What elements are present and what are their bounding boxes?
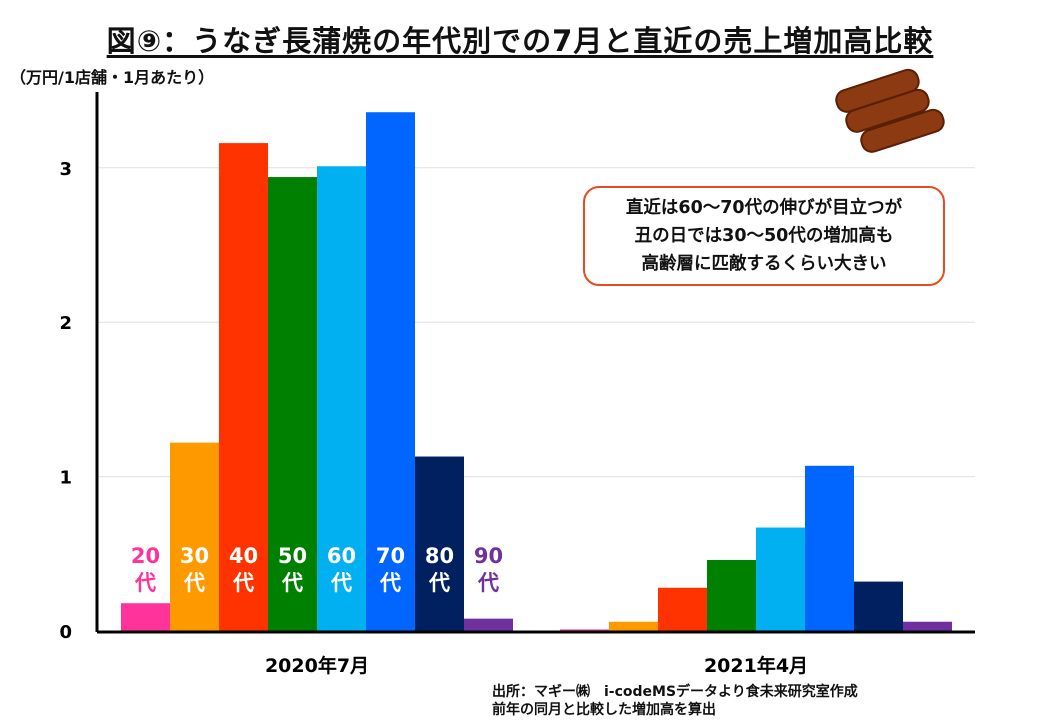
bar-90代 — [903, 621, 952, 631]
bar-70代 — [805, 465, 854, 631]
source-note: 出所：マギー㈱ i-codeMSデータより食未来研究室作成 前年の同月と比較した… — [492, 683, 858, 719]
bar-50代 — [268, 177, 317, 631]
annotation-line: 高齢層に匹敵するくらい大きい — [641, 254, 887, 274]
series-label: 代 — [379, 571, 401, 595]
series-label: 代 — [134, 571, 156, 595]
bar-80代 — [415, 456, 464, 631]
series-label: 代 — [330, 571, 352, 595]
series-label: 90 — [474, 544, 503, 568]
series-label: 50 — [278, 544, 307, 568]
series-label: 80 — [425, 544, 454, 568]
y-tick-label: 3 — [59, 159, 72, 180]
series-label: 代 — [232, 571, 254, 595]
x-category-label: 2020年7月 — [265, 654, 369, 677]
y-tick-label: 2 — [59, 313, 72, 334]
series-label: 代 — [428, 571, 450, 595]
bar-70代 — [366, 112, 415, 631]
annotation-line: 直近は60～70代の伸びが目立つが — [625, 198, 903, 218]
annotation-line: 丑の日では30～50代の増加高も — [634, 226, 894, 246]
bar-50代 — [707, 559, 756, 631]
y-tick-label: 0 — [59, 622, 72, 643]
bar-20代 — [121, 603, 170, 631]
y-tick-label: 1 — [59, 468, 72, 489]
series-label: 代 — [281, 571, 303, 595]
bar-60代 — [317, 166, 366, 632]
source-line: 出所：マギー㈱ i-codeMSデータより食未来研究室作成 — [492, 684, 858, 700]
bar-30代 — [170, 442, 219, 631]
bar-20代 — [560, 629, 609, 631]
chart-title-text: 図⑨：うなぎ長蒲焼の年代別での7月と直近の売上増加高比較 — [106, 24, 934, 58]
series-label: 代 — [183, 571, 205, 595]
series-label: 30 — [180, 544, 209, 568]
series-label: 60 — [327, 544, 356, 568]
series-label: 40 — [229, 544, 258, 568]
bar-30代 — [609, 621, 658, 631]
chart-title: 図⑨：うなぎ長蒲焼の年代別での7月と直近の売上増加高比較 — [0, 18, 1040, 60]
y-axis-unit-label: （万円/1店舗・1月あたり） — [10, 68, 215, 87]
series-label: 20 — [131, 544, 160, 568]
series-label: 70 — [376, 544, 405, 568]
bar-40代 — [219, 143, 268, 631]
grilled-eel-icon — [835, 68, 945, 153]
annotation-box: 直近は60～70代の伸びが目立つが 丑の日では30～50代の増加高も 高齢層に匹… — [583, 186, 945, 286]
bar-90代 — [464, 618, 513, 631]
bar-80代 — [854, 581, 903, 631]
x-category-label: 2021年4月 — [704, 654, 808, 677]
bar-40代 — [658, 587, 707, 631]
series-label: 代 — [477, 571, 499, 595]
source-line: 前年の同月と比較した増加高を算出 — [492, 702, 716, 718]
bar-60代 — [756, 527, 805, 631]
